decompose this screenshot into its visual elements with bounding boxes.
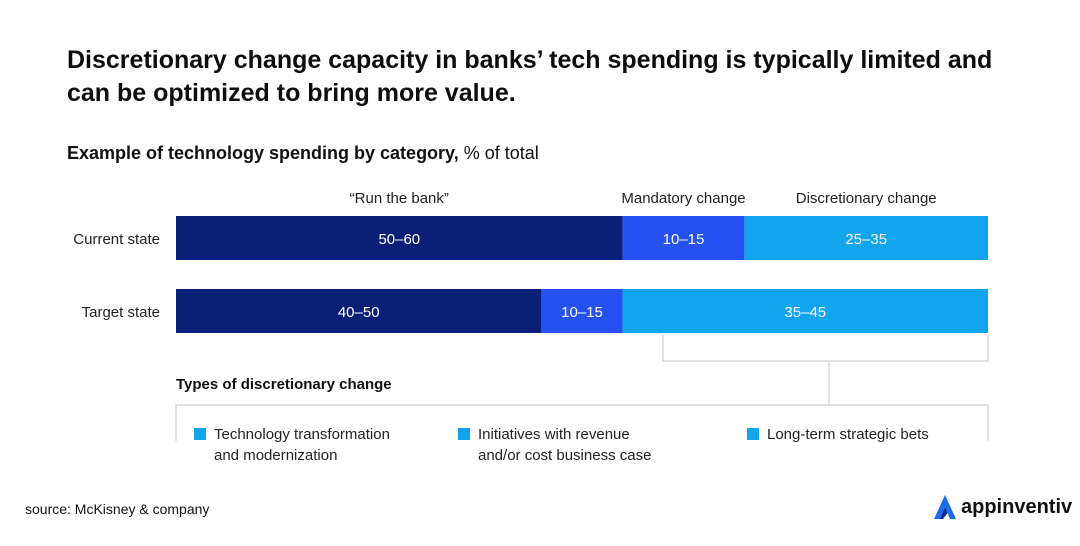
data-label-run-the-bank-current-state: 50–60 <box>378 231 420 248</box>
subtitle-bold: Example of technology spending by catego… <box>67 143 459 163</box>
appinventiv-logo-icon <box>934 495 956 519</box>
brand-name: appinventiv <box>961 495 1073 518</box>
bracket-lower <box>175 404 989 441</box>
type-line2: and/or cost business case <box>478 447 652 464</box>
bracket-upper <box>662 335 989 362</box>
brand-logo[interactable]: appinventiv <box>932 493 1072 521</box>
chart-title: Discretionary change capacity in banks’ … <box>67 46 993 107</box>
type-swatch <box>458 428 470 440</box>
series-label-run-the-bank: “Run the bank” <box>350 190 449 207</box>
type-swatch <box>747 428 759 440</box>
bar-segment-discretionary-change-target-state <box>622 289 988 333</box>
data-label-mandatory-change-target-state: 10–15 <box>561 304 603 321</box>
bar-segment-mandatory-change-current-state <box>622 216 745 260</box>
source-note: source: McKisney & company <box>25 501 210 517</box>
row-label-target-state: Target state <box>82 304 160 321</box>
bar-segment-mandatory-change-target-state <box>541 289 623 333</box>
series-label-mandatory-change: Mandatory change <box>621 190 745 207</box>
subtitle-unit: % of total <box>463 143 539 163</box>
bar-segment-discretionary-change-current-state <box>744 216 988 260</box>
data-label-discretionary-change-target-state: 35–45 <box>784 304 826 321</box>
type-line1: Long-term strategic bets <box>767 426 929 443</box>
data-label-mandatory-change-current-state: 10–15 <box>663 231 705 248</box>
bar-segment-run-the-bank-current-state <box>176 216 623 260</box>
type-line1: Technology transformation <box>214 426 390 443</box>
type-item-long-term-bets: Long-term strategic bets <box>747 424 929 445</box>
type-line2: and modernization <box>214 447 338 464</box>
data-label-discretionary-change-current-state: 25–35 <box>845 231 887 248</box>
bar-segment-run-the-bank-target-state <box>176 289 542 333</box>
types-title: Types of discretionary change <box>176 376 392 393</box>
series-label-discretionary-change: Discretionary change <box>796 190 937 207</box>
type-item-technology-transformation: Technology transformation and modernizat… <box>194 424 390 466</box>
type-line1: Initiatives with revenue <box>478 426 630 443</box>
data-label-run-the-bank-target-state: 40–50 <box>338 304 380 321</box>
type-item-initiatives: Initiatives with revenue and/or cost bus… <box>458 424 651 466</box>
discretionary-bracket <box>175 335 989 441</box>
type-swatch <box>194 428 206 440</box>
chart-subtitle: Example of technology spending by catego… <box>67 143 539 164</box>
row-label-current-state: Current state <box>73 231 160 248</box>
